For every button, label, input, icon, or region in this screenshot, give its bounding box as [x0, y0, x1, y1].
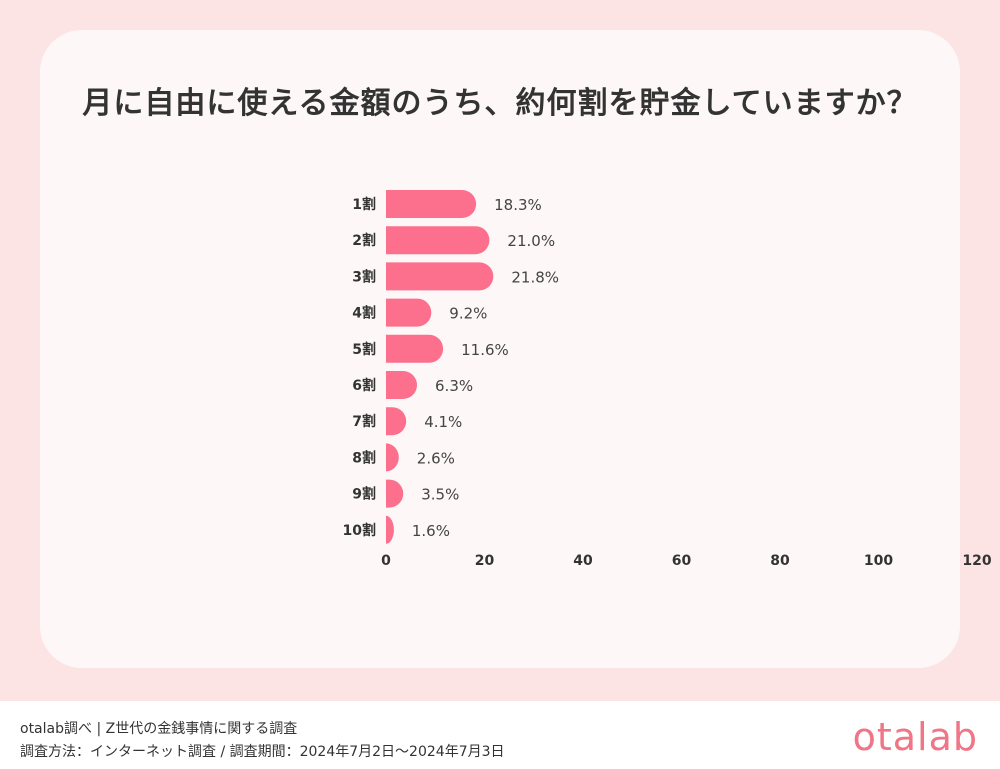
category-label: 4割: [352, 305, 376, 322]
bar-chart: 1割 18.3% 2割 21.0% 3割 21.8% 4割 9.2% 5割 11.6% 6割 6.3%…: [343, 190, 992, 569]
bar-3: [386, 262, 494, 291]
chart-title: 月に自由に使える金額のうち、約何割を貯金していますか？: [82, 86, 918, 121]
value-label: 18.3%: [494, 196, 542, 214]
footer-method: 調査方法：インターネット調査 / 調査期間：2024年7月2日〜2024年7月3…: [20, 744, 505, 760]
footer-source: otalab調べ | Z世代の金銭事情に関する調査: [20, 721, 298, 737]
category-label: 9割: [352, 486, 376, 503]
x-tick-label: 60: [672, 553, 692, 569]
bar-4: [386, 298, 432, 327]
value-label: 9.2%: [449, 305, 487, 323]
category-label: 8割: [352, 449, 376, 466]
bar-6: [386, 371, 418, 399]
value-label: 6.3%: [435, 377, 473, 395]
bar-10: [386, 515, 394, 544]
value-label: 2.6%: [417, 449, 455, 467]
category-label: 6割: [352, 377, 376, 394]
bar-9: [386, 479, 404, 508]
chart-card: [40, 30, 960, 668]
x-tick-label: 40: [573, 553, 593, 569]
bar-8: [386, 443, 399, 472]
x-tick-label: 0: [381, 553, 391, 569]
category-label: 2割: [352, 232, 376, 249]
x-tick-label: 100: [864, 553, 893, 569]
bar-7: [386, 407, 407, 436]
x-tick-label: 120: [962, 553, 991, 569]
bar-2: [386, 226, 490, 255]
value-label: 1.6%: [412, 522, 450, 540]
category-label: 5割: [352, 341, 376, 358]
category-label: 1割: [352, 196, 376, 213]
category-label: 3割: [352, 268, 376, 285]
footer: otalab調べ | Z世代の金銭事情に関する調査 調査方法：インターネット調査…: [0, 701, 1000, 769]
value-label: 21.8%: [511, 268, 559, 286]
bar-1: [386, 190, 477, 219]
value-label: 3.5%: [421, 486, 459, 504]
x-tick-label: 20: [475, 553, 495, 569]
category-label: 7割: [352, 413, 376, 430]
bar-5: [386, 334, 444, 363]
category-label: 10割: [343, 522, 376, 539]
value-label: 11.6%: [461, 341, 509, 359]
value-label: 4.1%: [424, 413, 462, 431]
value-label: 21.0%: [507, 232, 555, 250]
otalab-logo: otalab: [852, 715, 978, 759]
x-tick-label: 80: [770, 553, 790, 569]
